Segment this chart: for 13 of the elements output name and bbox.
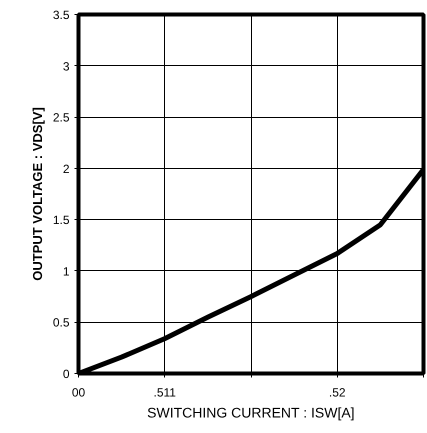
- y-tick-label: 1.5: [52, 213, 70, 228]
- y-tick-label: 1: [62, 264, 70, 278]
- y-tick-label: 0.5: [52, 316, 70, 330]
- x-axis-title: SWITCHING CURRENT : ISW[A]: [147, 404, 355, 420]
- x-tick-label: 00: [72, 386, 86, 400]
- y-tick-label: 2: [62, 162, 70, 176]
- y-tick-label: 0: [62, 367, 70, 381]
- x-tick-label: .511: [154, 386, 176, 400]
- y-tick-label: 3.5: [52, 8, 70, 22]
- y-tick-label: 2.5: [52, 110, 70, 125]
- x-tick-label: .52: [328, 386, 346, 400]
- y-tick-label: 3: [62, 59, 70, 74]
- y-axis-title: OUTPUT VOLTAGE : VDS[V]: [30, 107, 45, 281]
